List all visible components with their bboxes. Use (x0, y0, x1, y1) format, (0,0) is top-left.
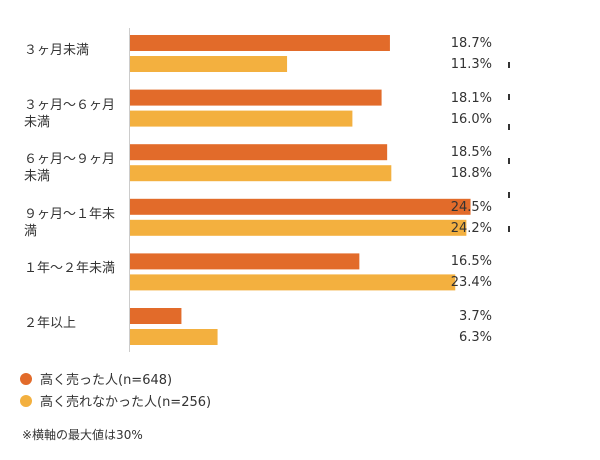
decorative-tick (508, 192, 510, 198)
value-label: 23.4% (450, 275, 492, 291)
bar-sold-high (130, 89, 382, 106)
category-label: ２年以上 (24, 316, 77, 331)
legend-item-not-sold-high: 高く売れなかった人(n=256) (20, 391, 211, 410)
value-label: 16.0% (450, 111, 492, 127)
decorative-tick (508, 62, 510, 68)
value-label: 16.5% (450, 254, 492, 270)
value-label: 3.7% (458, 309, 492, 324)
bar-sold-high (130, 198, 471, 215)
bar-not-sold-high (130, 274, 456, 291)
legend-label-sold-high: 高く売った人(n=648) (40, 373, 173, 388)
category-label: ９ヶ月〜１年未満 (24, 206, 116, 239)
bar-not-sold-high (130, 165, 392, 182)
category-label: ３ヶ月未満 (24, 43, 90, 58)
value-label: 24.5% (450, 199, 492, 215)
value-label: 18.8% (450, 166, 492, 182)
legend-item-sold-high: 高く売った人(n=648) (20, 369, 172, 388)
decorative-tick (508, 94, 510, 100)
legend-label-not-sold-high: 高く売れなかった人(n=256) (40, 395, 212, 410)
bar-sold-high (130, 35, 390, 51)
bar-sold-high (130, 253, 360, 270)
category-label: ６ヶ月〜９ヶ月未満 (24, 152, 116, 185)
value-label: 18.1% (450, 90, 492, 106)
value-label: 6.3% (458, 330, 492, 345)
bar-not-sold-high (130, 329, 218, 345)
legend-swatch-sold-high (20, 372, 32, 385)
bar-sold-high (130, 144, 388, 161)
value-label: 18.5% (450, 145, 492, 161)
category-label: １年〜２年未満 (24, 261, 116, 277)
decorative-tick (508, 158, 510, 164)
decorative-tick (508, 226, 510, 232)
bar-sold-high (130, 308, 182, 324)
legend-swatch-not-sold-high (20, 394, 32, 407)
bar-not-sold-high (130, 110, 353, 127)
category-label: ３ヶ月〜６ヶ月未満 (24, 97, 116, 130)
value-label: 24.2% (450, 220, 492, 236)
bar-not-sold-high (130, 219, 467, 236)
value-label: 18.7% (450, 36, 492, 51)
bar-not-sold-high (130, 56, 288, 72)
value-label: 11.3% (450, 57, 492, 72)
decorative-tick (508, 124, 510, 130)
axis-max-note: ※横軸の最大値は30% (22, 428, 143, 442)
